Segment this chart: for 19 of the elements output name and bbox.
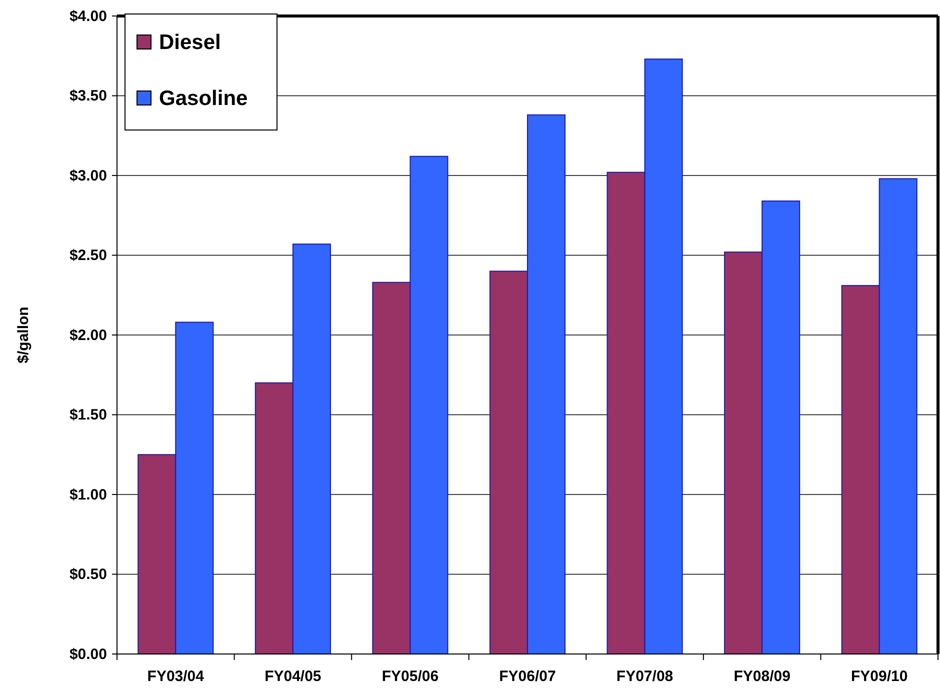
x-tick-label: FY04/05 bbox=[264, 668, 322, 685]
y-tick-label: $0.50 bbox=[69, 566, 107, 584]
x-tick-label: FY09/10 bbox=[851, 668, 908, 685]
y-tick-label: $0.00 bbox=[69, 646, 107, 663]
legend-label: Gasoline bbox=[159, 87, 248, 110]
x-tick-label: FY05/06 bbox=[382, 668, 439, 685]
y-tick-label: $2.50 bbox=[69, 247, 107, 264]
y-tick-label: $1.00 bbox=[69, 486, 107, 504]
x-tick-label: FY08/09 bbox=[734, 668, 790, 685]
legend-label: Diesel bbox=[159, 31, 221, 54]
x-tick-label: FY07/08 bbox=[616, 668, 674, 685]
y-tick-label: $3.00 bbox=[69, 167, 107, 184]
y-tick-label: $3.50 bbox=[69, 88, 107, 105]
y-tick-label: $1.50 bbox=[69, 406, 107, 424]
y-tick-label: $4.00 bbox=[69, 8, 107, 25]
y-tick-label: $2.00 bbox=[69, 326, 107, 344]
x-tick-label: FY03/04 bbox=[147, 668, 205, 685]
y-axis-title: $/gallon bbox=[15, 306, 32, 364]
x-tick-label: FY06/07 bbox=[499, 668, 556, 685]
